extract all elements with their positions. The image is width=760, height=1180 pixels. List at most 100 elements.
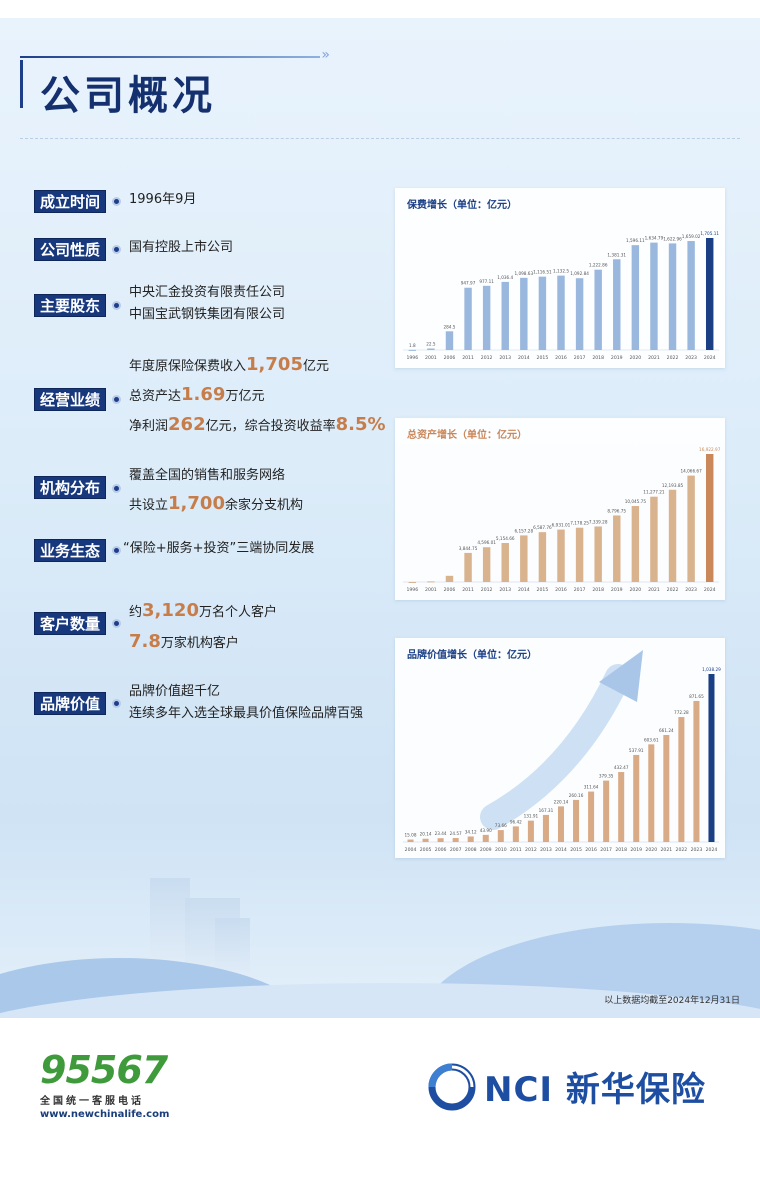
bar-value-label: 1,038.29 (702, 667, 721, 672)
x-tick-label: 2020 (645, 847, 657, 853)
bar-value-label: 947.97 (461, 281, 476, 286)
chart-bar (538, 276, 547, 350)
info-text: 覆盖全国的销售和服务网络 共设立1,700余家分支机构 (129, 462, 303, 520)
assets-line: 总资产达1.69万亿元 (129, 384, 265, 405)
brand-latin: NCI (484, 1070, 554, 1110)
info-tag: 业务生态 (34, 539, 107, 562)
chart-bar (557, 529, 565, 582)
bar-value-label: 8,796.75 (607, 508, 626, 513)
info-row-customers: 客户数量 约3,120万名个人客户 7.8万家机构客户 (34, 600, 277, 658)
x-tick-label: 2012 (481, 587, 493, 593)
bar-value-label: 432.47 (614, 765, 629, 770)
chart-bar (687, 475, 695, 582)
bar-value-label: 1,381.31 (607, 252, 626, 257)
chart-bar (408, 581, 417, 583)
data-footnote: 以上数据均截至2024年12月31日 (604, 996, 740, 1006)
x-tick-label: 2013 (499, 587, 511, 593)
x-tick-label: 2010 (495, 847, 507, 853)
chart-bar (501, 543, 509, 582)
individual-line: 约3,120万名个人客户 (129, 600, 277, 621)
bar-value-label: 311.64 (584, 785, 599, 790)
x-tick-label: 2020 (630, 355, 642, 361)
x-tick-label: 2019 (611, 355, 623, 361)
info-row-performance: 经营业绩 年度原保险保费收入1,705亿元 总资产达1.69万亿元 净利润262… (34, 354, 386, 441)
bar-value-label: 1,596.11 (626, 238, 645, 243)
brand-chart-svg: 15.08 2004 20.14 2005 23.44 2006 24.57 2007 34.1… (403, 650, 721, 853)
x-tick-label: 2001 (425, 587, 437, 593)
x-tick-label: 2023 (685, 587, 697, 593)
hotline-logo: 95567 全国统一客服电话 www.newchinalife.com (40, 1050, 169, 1120)
chart-bar (705, 454, 714, 582)
bar-value-label: 1,659.02 (682, 234, 701, 239)
x-tick-label: 2001 (425, 355, 437, 361)
nci-emblem-icon (428, 1063, 476, 1110)
info-tag: 主要股东 (34, 294, 107, 317)
chart-bar (520, 277, 528, 350)
info-tag: 公司性质 (34, 238, 107, 261)
chart-bar (512, 826, 519, 842)
x-tick-label: 2022 (676, 847, 688, 853)
bar-value-label: 10,045.75 (625, 499, 647, 504)
x-tick-label: 2020 (630, 587, 642, 593)
bar-value-label: 871.65 (689, 694, 704, 699)
chart-bar (482, 285, 491, 350)
bullet-dot (112, 395, 122, 404)
chart-bar (538, 532, 547, 582)
founded-date: 1996年9月 (129, 192, 197, 207)
bar-value-label: 1,092.84 (570, 271, 589, 276)
x-tick-label: 2024 (704, 355, 716, 361)
bar-value-label: 661.24 (659, 728, 674, 733)
institution-line: 7.8万家机构客户 (129, 631, 239, 652)
x-tick-label: 2017 (574, 355, 586, 361)
bar-value-label: 1.8 (409, 343, 416, 348)
bar-value-label: 537.91 (629, 748, 644, 753)
chart-bar (650, 242, 658, 350)
info-text: 品牌价值超千亿 连续多年入选全球最具价值保险品牌百强 (129, 681, 363, 725)
chart-bar (631, 245, 640, 350)
x-tick-label: 2012 (481, 355, 493, 361)
x-tick-label: 2004 (405, 847, 417, 853)
bar-value-label: 1,132.5 (553, 269, 569, 274)
info-text: 年度原保险保费收入1,705亿元 总资产达1.69万亿元 净利润262亿元，综合… (129, 351, 386, 441)
chart-bar (678, 717, 685, 842)
x-tick-label: 2013 (540, 847, 552, 853)
chart-bar (687, 241, 695, 350)
chart-bar (603, 780, 610, 842)
chart-bar (613, 259, 621, 350)
x-tick-label: 2006 (444, 587, 456, 593)
chart-bar (497, 830, 504, 842)
bar-value-label: 34.12 (465, 829, 477, 834)
info-tag: 经营业绩 (34, 388, 107, 411)
bar-value-label: 7,178.25 (570, 521, 589, 526)
x-tick-label: 2013 (499, 355, 511, 361)
chart-bar (594, 526, 602, 582)
chart-bar (693, 700, 700, 842)
bullet-dot (112, 699, 122, 708)
assets-chart: 1996 2001 2006 3,844.75 2011 4,596.01 2012 5,15… (395, 418, 725, 600)
chart-bar (575, 527, 584, 582)
info-tag: 机构分布 (34, 476, 107, 499)
brand-chinese: 新华保险 (565, 1070, 706, 1110)
chart-bar (613, 515, 621, 582)
chart-bar (427, 348, 435, 350)
bar-value-label: 15.08 (405, 833, 417, 838)
premium-chart-svg: 1.8 1996 22.5 2001 284.5 2006 947.97 2011 977.11… (403, 231, 719, 361)
x-tick-label: 2015 (570, 847, 582, 853)
x-tick-label: 2016 (585, 847, 597, 853)
website-url[interactable]: www.newchinalife.com (40, 1109, 170, 1120)
bar-value-label: 379.35 (599, 774, 614, 779)
bullet-dot (112, 197, 122, 206)
bar-value-label: 5,154.66 (496, 536, 515, 541)
chart-bar (575, 278, 584, 350)
premium-chart-title: 保费增长（单位：亿元） (407, 200, 517, 211)
brand-ranking-line: 连续多年入选全球最具价值保险品牌百强 (129, 706, 364, 721)
chart-bar (427, 581, 435, 583)
info-text: “保险+服务+投资”三端协同发展 (123, 538, 314, 560)
chart-bar (594, 269, 602, 350)
info-row-nature: 公司性质 国有控股上市公司 (34, 238, 233, 261)
x-tick-label: 2021 (660, 847, 672, 853)
title-ornament (20, 47, 330, 63)
chart-bar (708, 674, 715, 842)
assets-chart-title: 总资产增长（单位：亿元） (407, 430, 527, 441)
x-tick-label: 2021 (648, 587, 660, 593)
